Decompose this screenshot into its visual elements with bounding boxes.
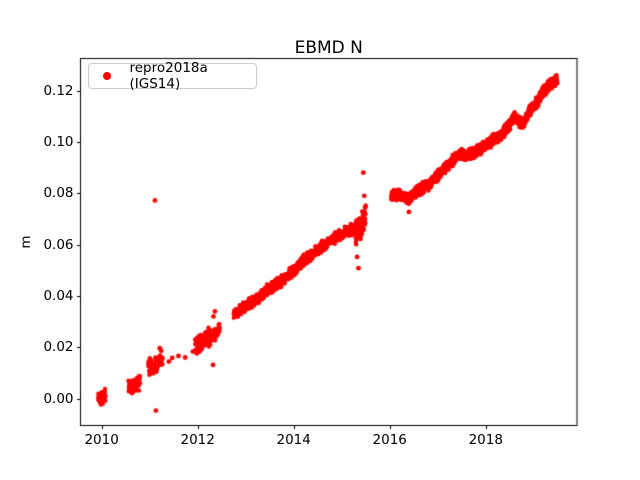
x-tick-label: 2016 <box>372 431 407 448</box>
y-tick-label: 0.12 <box>43 82 74 99</box>
legend-series-label: repro2018a (IGS14) <box>129 59 208 92</box>
y-tick-label: 0.00 <box>43 390 74 407</box>
x-tick-label: 2012 <box>180 431 215 448</box>
legend: repro2018a (IGS14) <box>87 59 257 92</box>
x-tick-label: 2010 <box>84 431 119 448</box>
y-tick-label: 0.04 <box>43 287 74 304</box>
y-tick-label: 0.08 <box>43 185 74 202</box>
chart-title: EBMD N <box>294 38 363 58</box>
legend-marker-dot-icon <box>102 71 111 80</box>
x-tick-label: 2014 <box>276 431 311 448</box>
x-tick-label: 2018 <box>468 431 503 448</box>
y-tick-label: 0.06 <box>43 236 74 253</box>
y-tick-label: 0.10 <box>43 133 74 150</box>
y-tick-label: 0.02 <box>43 339 74 356</box>
